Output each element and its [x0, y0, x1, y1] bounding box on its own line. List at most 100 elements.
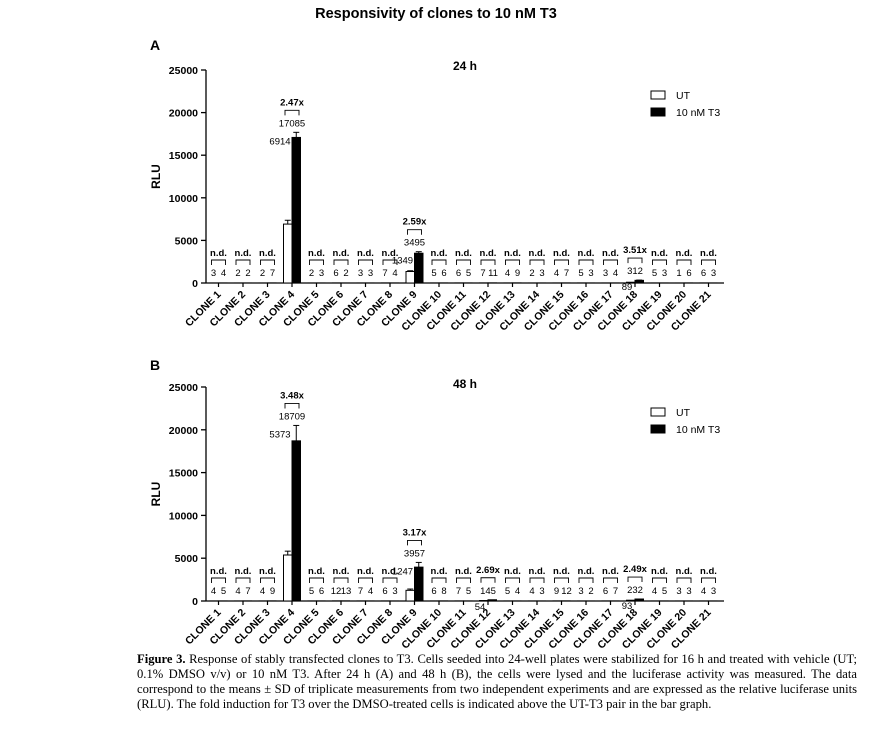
value-label-ut: 5373: [269, 429, 290, 440]
nd-label: n.d.: [578, 566, 595, 577]
value-label-ut: 4: [652, 586, 657, 597]
value-label-t3: 3: [711, 268, 716, 279]
value-label-t3: 6: [686, 268, 691, 279]
nd-bracket: [603, 259, 618, 265]
nd-bracket: [652, 259, 667, 265]
value-label-t3: 3: [319, 268, 324, 279]
value-label-ut: 5: [652, 268, 657, 279]
nd-bracket: [309, 577, 324, 583]
fold-induction-label: 2.47x: [280, 97, 304, 108]
nd-label: n.d.: [235, 566, 252, 577]
value-label-ut: 3: [603, 268, 608, 279]
nd-bracket: [554, 577, 569, 583]
value-label-t3: 232: [627, 585, 643, 596]
y-tick-label: 5000: [175, 553, 199, 565]
nd-label: n.d.: [529, 248, 546, 259]
fold-induction-label: 3.51x: [623, 245, 647, 256]
value-label-ut: 7: [382, 268, 387, 279]
value-label-ut: 4: [554, 268, 559, 279]
nd-bracket: [505, 577, 520, 583]
value-label-t3: 2: [343, 268, 348, 279]
value-label-ut: 3: [578, 586, 583, 597]
nd-label: n.d.: [676, 248, 693, 259]
nd-label: n.d.: [382, 248, 399, 259]
value-label-ut: 4: [701, 586, 706, 597]
nd-bracket: [529, 577, 545, 583]
fold-induction-label: 2.69x: [476, 565, 500, 576]
legend-label-t3: 10 nM T3: [676, 424, 720, 436]
nd-label: n.d.: [259, 248, 276, 259]
value-label-ut: 89: [622, 282, 633, 293]
nd-bracket: [456, 577, 471, 583]
nd-label: n.d.: [382, 566, 399, 577]
nd-bracket: [676, 259, 692, 265]
value-label-t3: 3: [588, 268, 593, 279]
value-label-ut: 2: [260, 268, 265, 279]
value-label-t3: 3: [711, 586, 716, 597]
value-label-ut: 6: [603, 586, 608, 597]
value-label-ut: 3: [358, 268, 363, 279]
figure-title: Responsivity of clones to 10 nM T3: [315, 6, 557, 22]
nd-label: n.d.: [651, 566, 668, 577]
fold-bracket: [407, 229, 422, 235]
value-label-ut: 6: [431, 586, 436, 597]
value-label-ut: 5: [505, 586, 510, 597]
value-label-ut: 5: [309, 586, 314, 597]
value-label-ut: 2: [309, 268, 314, 279]
y-tick-label: 0: [192, 278, 198, 290]
panel-label: A: [150, 37, 160, 53]
fold-bracket: [627, 576, 643, 583]
nd-bracket: [701, 577, 716, 583]
fold-induction-label: 2.59x: [403, 217, 427, 228]
value-label-ut: 5: [578, 268, 583, 279]
fold-bracket: [407, 539, 422, 546]
nd-bracket: [578, 259, 594, 265]
nd-label: n.d.: [504, 248, 521, 259]
bar-t3: [414, 566, 424, 602]
value-label-ut: 1247: [392, 566, 413, 577]
value-label-ut: 1349: [392, 256, 413, 267]
y-tick-label: 20000: [169, 425, 198, 437]
value-label-t3: 2: [588, 586, 593, 597]
legend-label-t3: 10 nM T3: [676, 107, 720, 119]
bar-t3: [634, 598, 644, 602]
value-label-t3: 3: [368, 268, 373, 279]
value-label-ut: 3: [676, 586, 681, 597]
bar-ut: [405, 589, 415, 602]
value-label-t3: 7: [613, 586, 618, 597]
value-label-ut: 4: [211, 586, 216, 597]
y-tick-label: 10000: [169, 193, 198, 205]
nd-bracket: [701, 259, 716, 265]
nd-bracket: [358, 259, 373, 265]
nd-bracket: [382, 259, 398, 265]
value-label-ut: 6: [701, 268, 706, 279]
value-label-ut: 1: [676, 268, 681, 279]
nd-label: n.d.: [480, 248, 497, 259]
nd-bracket: [211, 577, 226, 583]
nd-bracket: [529, 259, 545, 265]
value-label-ut: 93: [622, 601, 633, 612]
nd-label: n.d.: [333, 566, 350, 577]
nd-label: n.d.: [431, 248, 448, 259]
value-label-t3: 7: [245, 586, 250, 597]
nd-label: n.d.: [700, 566, 717, 577]
figure-caption: Figure 3. Response of stably transfected…: [137, 652, 857, 712]
fold-bracket: [480, 577, 496, 583]
nd-label: n.d.: [210, 566, 227, 577]
bar-ut: [405, 271, 415, 284]
nd-label: n.d.: [553, 248, 570, 259]
fold-induction-label: 2.49x: [623, 564, 647, 575]
value-label-t3: 9: [515, 268, 520, 279]
nd-bracket: [431, 259, 447, 265]
y-tick-label: 25000: [169, 382, 198, 394]
nd-label: n.d.: [431, 566, 448, 577]
nd-bracket: [358, 577, 373, 583]
value-label-ut: 54: [475, 602, 486, 613]
value-label-t3: 145: [480, 586, 496, 597]
legend-label-ut: UT: [676, 90, 691, 102]
nd-bracket: [382, 577, 398, 583]
value-label-t3: 5: [221, 586, 226, 597]
value-label-t3: 12: [561, 586, 572, 597]
value-label-ut: 6: [333, 268, 338, 279]
value-label-ut: 6: [456, 268, 461, 279]
